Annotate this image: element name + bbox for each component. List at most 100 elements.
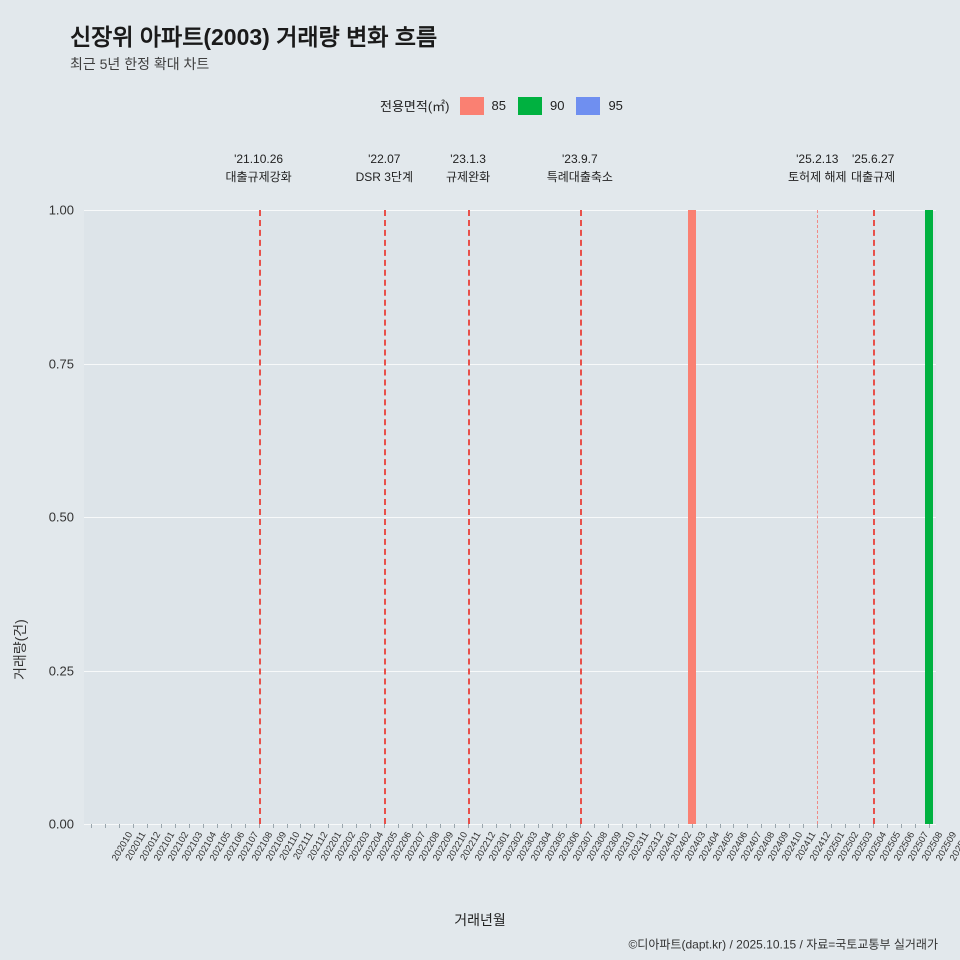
x-tick-mark (663, 824, 665, 828)
x-tick-mark (817, 824, 819, 828)
event-label: '25.6.27 대출규제 (851, 150, 895, 186)
x-tick-mark (845, 824, 847, 828)
gridline (84, 363, 936, 365)
event-label-date: '25.2.13 (796, 152, 839, 166)
x-tick-mark (719, 824, 721, 828)
chart-subtitle: 최근 5년 한정 확대 차트 (70, 56, 210, 72)
event-label-name: 규제완화 (446, 170, 491, 184)
y-tick-label: 0.50 (48, 509, 74, 525)
x-tick-mark (747, 824, 749, 828)
legend-swatch-95 (576, 96, 601, 115)
x-tick-mark (146, 824, 148, 828)
x-tick-mark (510, 824, 511, 828)
y-axis: 거래량(건) 0.00 0.25 0.50 0.75 1.00 (0, 203, 84, 832)
x-tick-mark (523, 824, 525, 828)
page-title: 신장위 아파트(2003) 거래량 변화 흐름 (70, 24, 438, 50)
x-tick-mark (649, 824, 651, 828)
x-tick-mark (272, 824, 274, 828)
x-tick-mark (412, 824, 414, 828)
x-tick-mark (426, 824, 428, 828)
x-tick-mark (859, 824, 861, 828)
x-tick-mark (384, 824, 386, 828)
x-tick-mark (887, 824, 889, 828)
x-tick-mark (482, 824, 484, 828)
x-tick-mark (565, 824, 567, 828)
x-tick-mark (244, 824, 246, 828)
event-label-date: '22.07 (368, 152, 401, 166)
legend-label-95: 95 (608, 98, 623, 113)
x-tick-mark (733, 824, 735, 828)
x-tick-mark (607, 824, 609, 828)
x-tick-mark (160, 824, 162, 828)
x-tick-mark (300, 824, 302, 828)
x-tick-mark (174, 824, 176, 828)
chart-legend: 전용면적(㎡) 85 90 95 (380, 96, 635, 115)
event-label-date: '23.9.7 (562, 152, 598, 166)
x-tick-mark (621, 824, 623, 828)
legend-item[interactable]: 95 (576, 96, 623, 115)
gridline (84, 517, 936, 518)
x-axis: 202010 202011 202012 202101 202102 202103 2021… (84, 824, 960, 914)
x-tick-mark (873, 824, 875, 828)
x-tick-mark (328, 824, 330, 828)
x-tick-mark (789, 824, 791, 828)
gridline (84, 210, 936, 211)
event-marker-line (384, 210, 387, 824)
y-tick-label: 0.75 (48, 356, 74, 371)
x-tick-mark (314, 824, 316, 828)
x-tick-mark (258, 824, 260, 828)
gridline (84, 670, 936, 672)
event-label-name: 대출규제 (851, 170, 896, 184)
x-tick-mark (356, 824, 358, 828)
x-tick-mark (104, 824, 106, 828)
plot-area (84, 210, 936, 825)
x-tick-mark (929, 824, 931, 828)
y-tick-label: 0.25 (48, 663, 74, 678)
legend-swatch-85 (459, 96, 484, 115)
event-label: '21.10.26 대출규제강화 (225, 150, 291, 186)
event-label: '23.9.7 특례대출축소 (547, 150, 613, 186)
x-tick-mark (230, 824, 232, 828)
event-label-name: DSR 3단계 (355, 170, 413, 184)
x-tick-mark (677, 824, 679, 828)
x-tick-mark (468, 824, 470, 828)
event-marker-line (468, 210, 471, 824)
x-tick-mark (537, 824, 539, 828)
legend-item[interactable]: 90 (517, 96, 565, 115)
event-marker-line (579, 210, 582, 824)
x-tick-mark (831, 824, 833, 828)
x-tick-mark (635, 824, 637, 828)
event-label: '23.1.3 규제완화 (446, 150, 490, 186)
legend-label-90: 90 (549, 98, 565, 113)
bar[interactable] (925, 210, 934, 824)
y-tick-label: 1.00 (48, 202, 74, 218)
event-marker-line (258, 210, 261, 824)
x-axis-title: 거래년월 (454, 912, 506, 928)
bar[interactable] (687, 210, 696, 824)
x-tick-mark (593, 824, 595, 828)
x-tick-mark (761, 824, 763, 828)
event-marker-line (817, 210, 819, 824)
event-label: '22.07 DSR 3단계 (356, 150, 413, 186)
x-tick-mark (370, 824, 372, 828)
x-tick-mark (118, 824, 120, 828)
x-tick-mark (691, 824, 693, 828)
event-label-name: 특례대출축소 (546, 170, 613, 184)
y-tick-label: 0.00 (48, 816, 74, 832)
legend-title: 전용면적(㎡) (380, 99, 450, 114)
event-label-name: 대출규제강화 (225, 170, 292, 184)
x-tick-mark (551, 824, 553, 828)
event-label-date: '21.10.26 (234, 152, 284, 166)
legend-swatch-90 (517, 96, 542, 115)
x-tick-mark (705, 824, 707, 828)
x-tick-mark (286, 824, 288, 828)
legend-item[interactable]: 85 (459, 96, 506, 115)
legend-label-85: 85 (491, 98, 506, 113)
x-tick-mark (803, 824, 805, 828)
footer-credit: ©디아파트(dapt.kr) / 2025.10.15 / 자료=국토교통부 실… (628, 937, 938, 952)
event-marker-line (873, 210, 876, 824)
x-tick-mark (454, 824, 456, 828)
event-label-date: '25.6.27 (851, 152, 895, 166)
x-tick-mark (579, 824, 581, 828)
y-axis-title: 거래량(건) (12, 619, 28, 680)
